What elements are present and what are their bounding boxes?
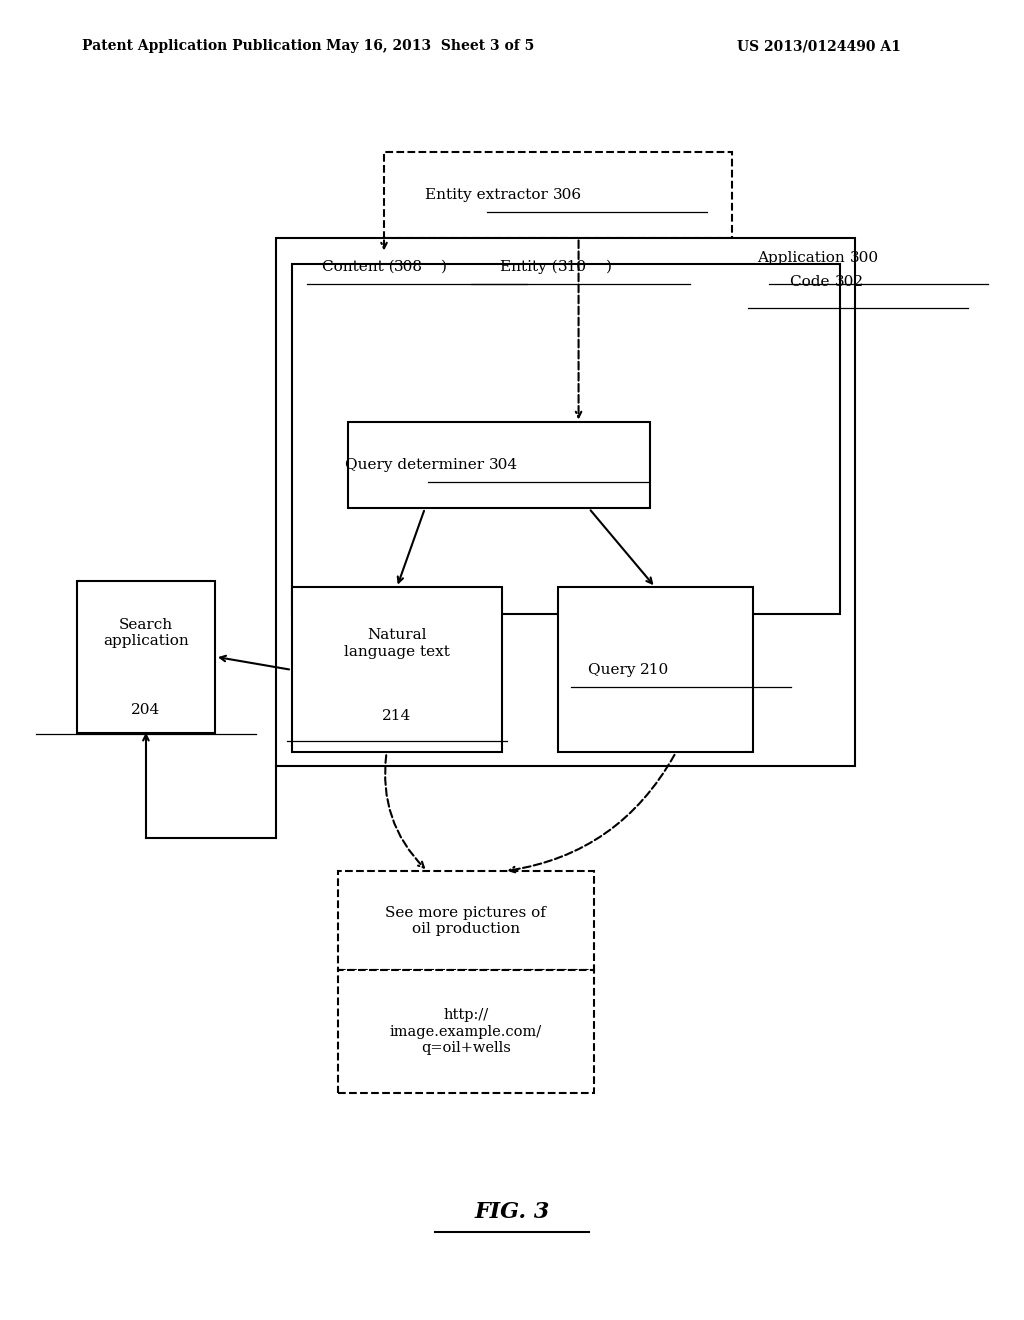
Text: Patent Application Publication: Patent Application Publication [82,40,322,53]
Text: 300: 300 [850,251,879,265]
Text: http://
image.example.com/
q=oil+wells: http:// image.example.com/ q=oil+wells [390,1008,542,1055]
Text: 214: 214 [382,709,412,723]
Text: See more pictures of
oil production: See more pictures of oil production [385,906,547,936]
Text: 204: 204 [131,702,161,717]
Bar [384,152,732,238]
Text: ): ) [441,260,447,273]
Text: 308: 308 [394,260,423,273]
Text: May 16, 2013  Sheet 3 of 5: May 16, 2013 Sheet 3 of 5 [326,40,535,53]
Text: 302: 302 [835,275,863,289]
Text: ): ) [606,260,612,273]
Bar [348,422,650,508]
Bar [338,970,594,1093]
Bar [292,587,502,752]
Text: FIG. 3: FIG. 3 [474,1201,550,1222]
Text: US 2013/0124490 A1: US 2013/0124490 A1 [737,40,901,53]
Text: Entity extractor: Entity extractor [425,187,553,202]
Bar [276,238,855,766]
Text: Natural
language text: Natural language text [344,628,450,659]
Bar [292,264,840,614]
Bar [77,581,215,733]
Text: Application: Application [758,251,850,265]
Text: Entity (: Entity ( [501,260,558,273]
Text: 210: 210 [640,663,670,677]
Text: Code: Code [791,275,835,289]
Text: Query: Query [588,663,640,677]
Text: Query determiner: Query determiner [345,458,489,473]
Text: 304: 304 [489,458,518,473]
Text: Content (: Content ( [322,260,394,273]
Text: 306: 306 [553,187,582,202]
Text: 310: 310 [558,260,587,273]
Bar [338,871,594,970]
Bar [558,587,753,752]
Text: Search
application: Search application [103,618,188,648]
